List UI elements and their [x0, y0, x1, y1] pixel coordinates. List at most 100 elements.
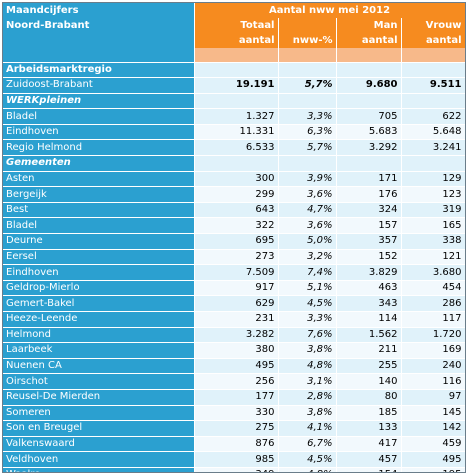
sub-header-aantal: aantal [194, 33, 279, 48]
row-name: Helmond [3, 327, 195, 344]
header-row-2: Noord-Brabant Totaal Man Vrouw [3, 18, 465, 33]
row-pct: 3,2% [278, 249, 337, 266]
row-name: Bladel [3, 108, 195, 125]
row-totaal: 275 [194, 420, 279, 437]
row-totaal: 643 [194, 202, 279, 219]
table-row: Reusel-De Mierden 177 2,8% 80 97 [3, 389, 465, 406]
row-man: 133 [336, 420, 402, 437]
row-man: 176 [336, 186, 402, 203]
row-name: Veldhoven [3, 451, 195, 468]
row-totaal: 330 [194, 405, 279, 422]
row-pct: 2,8% [278, 389, 337, 406]
row-totaal: 876 [194, 436, 279, 453]
row-man: 463 [336, 280, 402, 297]
row-vrouw: 459 [401, 436, 465, 453]
row-pct: 5,7% [278, 139, 337, 157]
row-name: Geldrop-Mierlo [3, 280, 195, 297]
row-pct: 3,6% [278, 186, 337, 203]
row-vrouw: 97 [401, 389, 465, 406]
row-pct: 3,8% [278, 342, 337, 359]
row-vrouw: 5.648 [401, 124, 465, 141]
row-vrouw: 495 [401, 451, 465, 468]
row-totaal: 1.327 [194, 108, 279, 125]
row-vrouw: 123 [401, 186, 465, 203]
row-man: 357 [336, 233, 402, 250]
header-spacer-row [3, 48, 465, 63]
row-man: 3.829 [336, 264, 402, 281]
row-man: 457 [336, 451, 402, 468]
row-pct: 4,7% [278, 202, 337, 219]
row-vrouw: 9.511 [401, 77, 465, 94]
row-vrouw: 165 [401, 217, 465, 235]
row-vrouw: 3.680 [401, 264, 465, 281]
col-header-vrouw: Vrouw [401, 18, 465, 33]
row-vrouw: 240 [401, 358, 465, 375]
col-header-totaal: Totaal [194, 18, 279, 33]
row-vrouw: 3.241 [401, 139, 465, 157]
row-vrouw: 142 [401, 420, 465, 437]
table-row: Oirschot 256 3,1% 140 116 [3, 373, 465, 390]
row-man: 1.562 [336, 327, 402, 344]
row-totaal: 917 [194, 280, 279, 297]
row-pct: 4,5% [278, 451, 337, 468]
title-left-line2: Noord-Brabant [3, 18, 195, 33]
stats-table: Maandcijfers Aantal nww mei 2012 Noord-B… [3, 3, 465, 472]
row-name: Eindhoven [3, 124, 195, 141]
table-row: Bladel 322 3,6% 157 165 [3, 217, 465, 235]
row-totaal: 322 [194, 217, 279, 235]
row-man: 211 [336, 342, 402, 359]
row-pct: 6,3% [278, 124, 337, 141]
row-man: 324 [336, 202, 402, 219]
title-right: Aantal nww mei 2012 [194, 3, 465, 18]
row-totaal: 985 [194, 451, 279, 468]
row-name: Nuenen CA [3, 358, 195, 375]
row-name: Zuidoost-Brabant [3, 77, 195, 94]
row-totaal: 629 [194, 295, 279, 312]
row-pct: 3,8% [278, 405, 337, 422]
row-man: 3.292 [336, 139, 402, 157]
row-name: Bergeijk [3, 186, 195, 203]
row-man: 157 [336, 217, 402, 235]
row-vrouw: 319 [401, 202, 465, 219]
row-totaal: 299 [194, 186, 279, 203]
table-row: Eindhoven 11.331 6,3% 5.683 5.648 [3, 124, 465, 141]
row-man: 171 [336, 171, 402, 188]
row-totaal: 273 [194, 249, 279, 266]
row-man: 114 [336, 311, 402, 328]
table-row: Nuenen CA 495 4,8% 255 240 [3, 358, 465, 375]
row-man: 5.683 [336, 124, 402, 141]
row-name: Valkenswaard [3, 436, 195, 453]
row-name: Son en Breugel [3, 420, 195, 437]
row-totaal: 19.191 [194, 77, 279, 94]
row-vrouw: 454 [401, 280, 465, 297]
row-vrouw: 622 [401, 108, 465, 125]
table-row: Zuidoost-Brabant 19.191 5,7% 9.680 9.511 [3, 77, 465, 94]
row-totaal: 300 [194, 171, 279, 188]
table-row: Regio Helmond 6.533 5,7% 3.292 3.241 [3, 139, 465, 157]
row-name: Gemert-Bakel [3, 295, 195, 312]
sub-header-vrouw-aantal: aantal [401, 33, 465, 48]
row-pct: 4,8% [278, 358, 337, 375]
row-totaal: 6.533 [194, 139, 279, 157]
row-pct: 5,7% [278, 77, 337, 94]
row-pct: 7,4% [278, 264, 337, 281]
row-name: Regio Helmond [3, 139, 195, 157]
table-row: Helmond 3.282 7,6% 1.562 1.720 [3, 327, 465, 344]
row-name: Laarbeek [3, 342, 195, 359]
row-vrouw: 169 [401, 342, 465, 359]
section-label: Gemeenten [3, 155, 195, 172]
row-man: 80 [336, 389, 402, 406]
table-row: Geldrop-Mierlo 917 5,1% 463 454 [3, 280, 465, 297]
row-vrouw: 117 [401, 311, 465, 328]
row-totaal: 256 [194, 373, 279, 390]
table-row: Bergeijk 299 3,6% 176 123 [3, 186, 465, 203]
row-vrouw: 286 [401, 295, 465, 312]
row-name: Asten [3, 171, 195, 188]
row-pct: 5,1% [278, 280, 337, 297]
row-vrouw: 195 [401, 467, 465, 472]
table-row: Veldhoven 985 4,5% 457 495 [3, 451, 465, 468]
row-man: 140 [336, 373, 402, 390]
sub-header-pct: nww-% [278, 33, 337, 48]
row-vrouw: 338 [401, 233, 465, 250]
